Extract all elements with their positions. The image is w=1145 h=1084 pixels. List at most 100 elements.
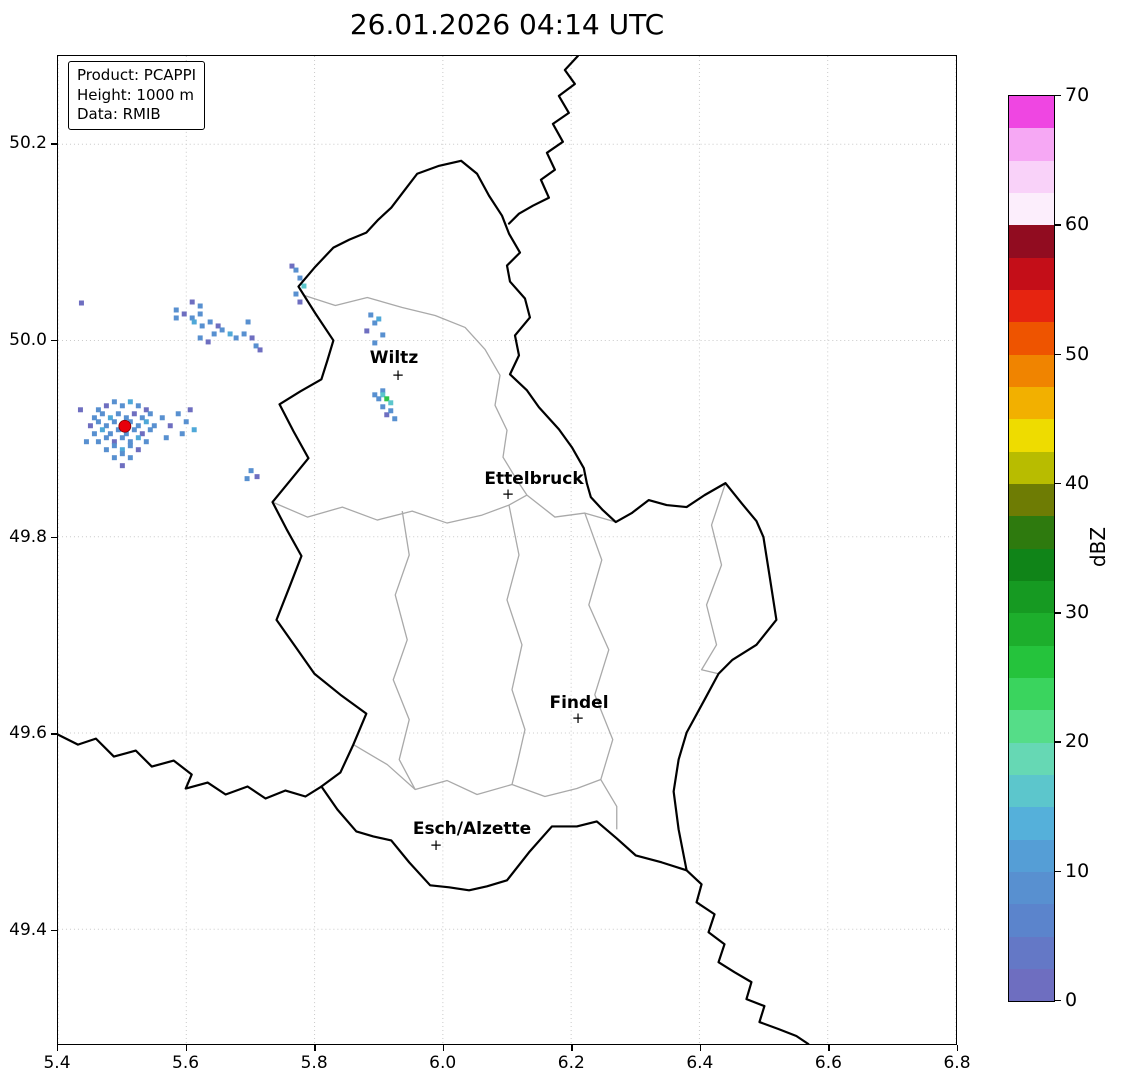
radar-echo-cell bbox=[293, 291, 299, 297]
radar-echo-cell bbox=[388, 400, 394, 406]
radar-echo-cell bbox=[167, 423, 173, 429]
radar-echo-cell bbox=[127, 443, 133, 449]
x-tick-label: 5.4 bbox=[43, 1053, 71, 1073]
radar-echo-cell bbox=[297, 299, 303, 305]
radar-echo-cell bbox=[131, 427, 137, 433]
radar-echo-cell bbox=[189, 315, 195, 321]
radar-echo-cell bbox=[147, 427, 153, 433]
radar-echo-cell bbox=[197, 335, 203, 341]
radar-echo-cell bbox=[173, 315, 179, 321]
radar-echo-cell bbox=[227, 331, 233, 337]
radar-echo-cell bbox=[197, 311, 203, 317]
radar-echo-cell bbox=[368, 312, 374, 318]
colorbar-segment bbox=[1009, 516, 1054, 549]
district-border-line bbox=[272, 494, 528, 524]
colorbar-segment bbox=[1009, 968, 1054, 1002]
radar-echo-cell bbox=[83, 439, 89, 445]
x-tick-mark bbox=[699, 1045, 702, 1051]
x-tick-mark bbox=[957, 1045, 959, 1051]
colorbar-tick-label: 10 bbox=[1065, 859, 1090, 882]
radar-echo-cell bbox=[135, 403, 141, 409]
radar-echo-cell bbox=[127, 439, 133, 445]
radar-echo-cell bbox=[111, 399, 117, 405]
map-canvas bbox=[58, 56, 956, 1044]
radar-echo-cell bbox=[289, 263, 295, 269]
radar-echo-cell bbox=[95, 439, 101, 445]
colorbar-segment bbox=[1009, 128, 1054, 161]
radar-echo-cell bbox=[87, 423, 93, 429]
border-france-belgium bbox=[58, 733, 323, 800]
city-plus-marker: + bbox=[501, 485, 515, 504]
y-tick-mark bbox=[51, 143, 57, 145]
radar-echo-cell bbox=[189, 299, 195, 305]
colorbar-segment bbox=[1009, 354, 1054, 387]
colorbar-segment bbox=[1009, 257, 1054, 290]
radar-echo-cell bbox=[175, 411, 181, 417]
colorbar-tick-label: 30 bbox=[1065, 601, 1090, 624]
radar-echo-cell bbox=[111, 443, 117, 449]
radar-echo-cell bbox=[95, 407, 101, 413]
radar-echo-cell bbox=[111, 439, 117, 445]
colorbar-tick-mark bbox=[1055, 870, 1061, 873]
colorbar-tick-mark bbox=[1055, 95, 1061, 97]
info-product-line: Product: PCAPPI bbox=[77, 66, 197, 84]
figure-title: 26.01.2026 04:14 UTC bbox=[349, 8, 665, 41]
y-tick-label: 49.4 bbox=[9, 919, 47, 940]
radar-echo-cell bbox=[159, 415, 165, 421]
radar-echo-cell bbox=[119, 435, 125, 441]
colorbar-segment bbox=[1009, 386, 1054, 420]
map-plot: Product: PCAPPI Height: 1000 m Data: RMI… bbox=[57, 55, 957, 1045]
x-tick-label: 6.8 bbox=[943, 1053, 971, 1073]
y-tick-label: 50.0 bbox=[9, 330, 47, 351]
radar-echo-cell bbox=[135, 423, 141, 429]
x-tick-label: 6.0 bbox=[429, 1053, 457, 1073]
colorbar-tick-label: 70 bbox=[1065, 84, 1090, 106]
radar-echo-cell bbox=[245, 319, 251, 325]
x-tick-label: 5.8 bbox=[300, 1053, 328, 1073]
radar-echo-cell bbox=[77, 407, 83, 413]
radar-echo-cell bbox=[372, 340, 378, 346]
y-tick-mark bbox=[51, 733, 57, 735]
y-tick-mark bbox=[51, 340, 57, 342]
radar-echo-cell bbox=[91, 415, 97, 421]
radar-echo-cell bbox=[127, 399, 133, 405]
city-plus-marker: + bbox=[391, 366, 405, 385]
radar-echo-cell bbox=[187, 407, 193, 413]
radar-echo-cell bbox=[135, 447, 141, 453]
radar-echo-cell bbox=[380, 404, 386, 410]
radar-echo-cell bbox=[107, 415, 113, 421]
radar-echo-cell bbox=[143, 439, 149, 445]
radar-echo-cell bbox=[372, 392, 378, 398]
colorbar-tick-mark bbox=[1055, 482, 1061, 485]
colorbar-tick-label: 50 bbox=[1065, 342, 1090, 365]
radar-echo-cell bbox=[131, 411, 137, 417]
district-border-line bbox=[700, 482, 727, 675]
y-tick-mark bbox=[51, 929, 57, 932]
radar-echo-cell bbox=[211, 331, 217, 337]
colorbar-segment bbox=[1009, 160, 1054, 193]
radar-echo-cell bbox=[127, 419, 133, 425]
radar-echo-cell bbox=[388, 408, 394, 414]
x-tick-mark bbox=[185, 1045, 187, 1051]
colorbar-tick-label: 20 bbox=[1065, 730, 1090, 753]
info-height-line: Height: 1000 m bbox=[77, 85, 194, 104]
colorbar-segment bbox=[1009, 774, 1054, 808]
radar-echo-cell bbox=[103, 435, 109, 441]
colorbar-segment bbox=[1009, 904, 1054, 937]
colorbar-segment bbox=[1009, 192, 1054, 226]
radar-echo-cell bbox=[99, 411, 105, 417]
radar-echo-cell bbox=[199, 323, 205, 329]
x-tick-mark bbox=[571, 1045, 573, 1051]
district-border-line bbox=[526, 494, 616, 523]
radar-site-marker bbox=[118, 419, 132, 433]
radar-echo-cell bbox=[241, 331, 247, 337]
radar-echo-cell bbox=[376, 396, 382, 402]
y-tick-label: 49.6 bbox=[9, 723, 47, 744]
colorbar-tick-mark bbox=[1055, 612, 1061, 614]
colorbar-tick-mark bbox=[1055, 224, 1061, 226]
radar-echo-cell bbox=[163, 435, 169, 441]
x-tick-mark bbox=[57, 1045, 59, 1051]
colorbar-segment bbox=[1009, 936, 1054, 969]
radar-echo-cell bbox=[197, 303, 203, 309]
radar-echo-cell bbox=[207, 319, 213, 325]
